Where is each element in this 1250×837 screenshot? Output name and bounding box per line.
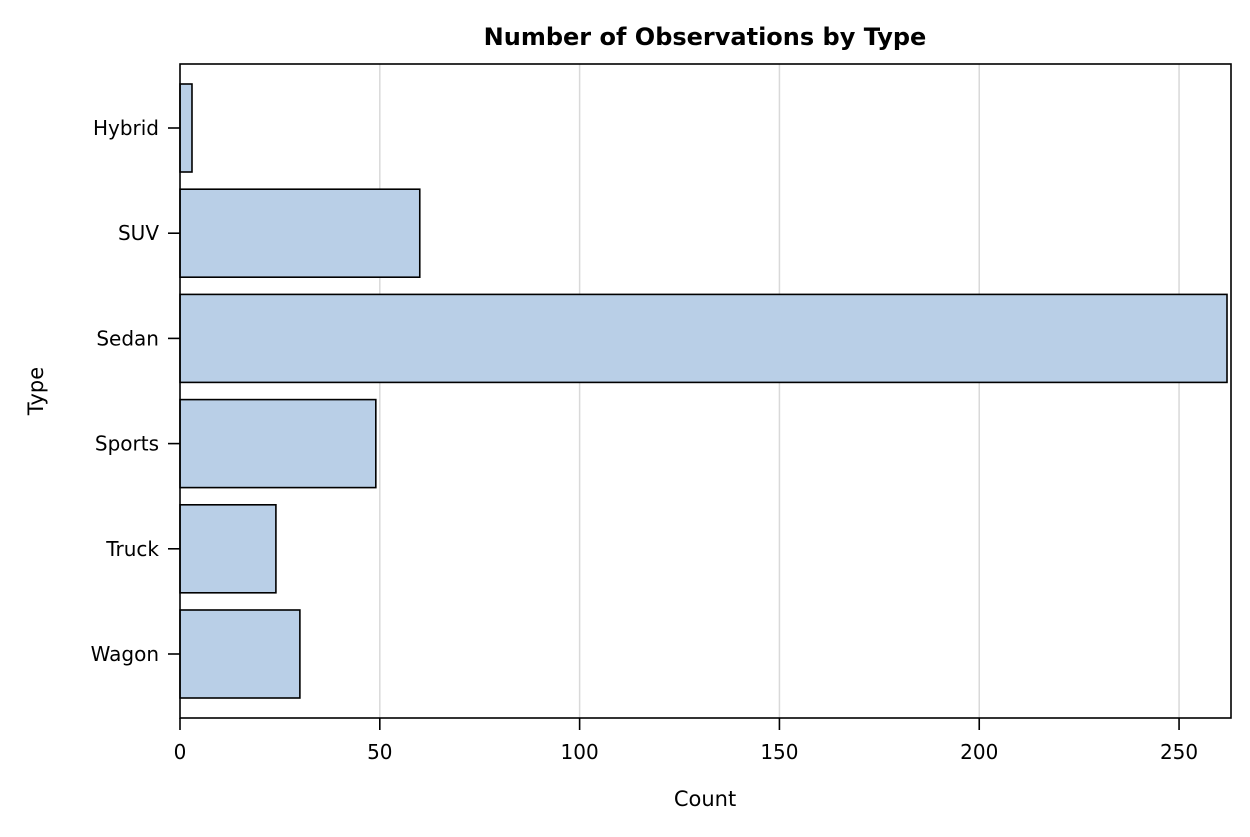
x-tick-label-250: 250 [1160, 740, 1198, 764]
y-tick-label-suv: SUV [118, 221, 159, 245]
y-tick-label-sedan: Sedan [96, 326, 159, 350]
bar-wagon [179, 609, 301, 699]
bar-truck [179, 503, 277, 594]
y-axis-label: Type [24, 367, 48, 416]
bar-suv [179, 188, 421, 278]
x-tick-label-200: 200 [960, 740, 998, 764]
x-tick-label-150: 150 [760, 740, 798, 764]
bar-sports [179, 398, 377, 489]
plot-frame [179, 63, 1232, 719]
y-tick-label-truck: Truck [105, 537, 159, 561]
x-axis-label: Count [674, 787, 736, 811]
y-tick-label-sports: Sports [95, 432, 159, 456]
x-tick-label-0: 0 [174, 740, 187, 764]
gridlines [379, 64, 1180, 718]
chart-title: Number of Observations by Type [484, 23, 927, 51]
bars [179, 83, 1228, 699]
axes: Hybrid SUV Sedan Sports Truck Wagon 0 50 100 150 2… [91, 63, 1232, 764]
y-tick-label-wagon: Wagon [91, 642, 159, 666]
x-tick-label-100: 100 [561, 740, 599, 764]
bar-hybrid [179, 83, 193, 173]
x-tick-label-50: 50 [367, 740, 392, 764]
y-tick-label-hybrid: Hybrid [93, 116, 159, 140]
bar-sedan [179, 293, 1228, 384]
